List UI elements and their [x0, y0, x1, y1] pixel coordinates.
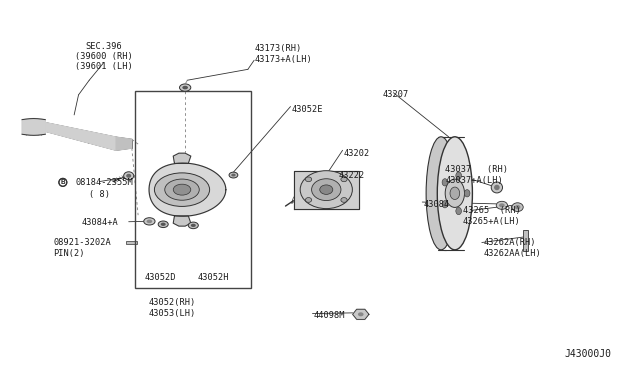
Bar	[524, 231, 528, 251]
Polygon shape	[116, 137, 132, 150]
Text: 44098M: 44098M	[314, 311, 345, 320]
Ellipse shape	[173, 184, 191, 195]
Polygon shape	[45, 122, 116, 150]
Text: B: B	[60, 179, 65, 185]
Text: B: B	[61, 179, 65, 185]
Text: 43222: 43222	[339, 171, 365, 180]
Text: ( 8): ( 8)	[88, 189, 109, 199]
Text: 43052E: 43052E	[292, 105, 323, 114]
Text: 43052H: 43052H	[198, 273, 229, 282]
Ellipse shape	[126, 174, 131, 178]
Ellipse shape	[512, 203, 524, 212]
Ellipse shape	[494, 185, 500, 190]
Ellipse shape	[229, 172, 238, 178]
Polygon shape	[22, 119, 45, 135]
Ellipse shape	[188, 222, 198, 229]
Text: 43084+A: 43084+A	[82, 218, 118, 227]
Text: 08184-2355M: 08184-2355M	[76, 178, 133, 187]
Ellipse shape	[515, 205, 520, 209]
Ellipse shape	[341, 198, 347, 202]
Text: 43202: 43202	[344, 149, 370, 158]
Bar	[135, 91, 251, 288]
Text: 43207: 43207	[383, 90, 409, 99]
Polygon shape	[353, 309, 369, 320]
Ellipse shape	[464, 190, 470, 197]
Text: 43265  (RH)
43265+A(LH): 43265 (RH) 43265+A(LH)	[463, 206, 521, 225]
Text: 43037   (RH)
43037+A(LH): 43037 (RH) 43037+A(LH)	[445, 166, 508, 185]
Ellipse shape	[154, 173, 210, 206]
Ellipse shape	[182, 86, 188, 89]
Ellipse shape	[320, 185, 333, 195]
Text: J43000J0: J43000J0	[564, 349, 612, 359]
Text: 43262A(RH)
43262AA(LH): 43262A(RH) 43262AA(LH)	[483, 238, 541, 258]
Ellipse shape	[492, 182, 502, 193]
Ellipse shape	[144, 218, 155, 225]
Ellipse shape	[305, 198, 312, 202]
Ellipse shape	[305, 177, 312, 182]
Text: 08921-3202A
PIN(2): 08921-3202A PIN(2)	[54, 238, 111, 258]
Ellipse shape	[499, 203, 505, 207]
Ellipse shape	[158, 221, 168, 228]
Text: 43084: 43084	[424, 200, 450, 209]
Ellipse shape	[445, 179, 465, 208]
Ellipse shape	[456, 172, 461, 179]
Ellipse shape	[179, 84, 191, 91]
Text: SEC.396
(39600 (RH)
(39601 (LH): SEC.396 (39600 (RH) (39601 (LH)	[75, 42, 132, 71]
Ellipse shape	[300, 171, 353, 209]
Ellipse shape	[496, 201, 508, 209]
Ellipse shape	[456, 207, 461, 215]
Polygon shape	[173, 153, 191, 163]
Polygon shape	[149, 163, 226, 216]
Ellipse shape	[161, 222, 166, 226]
Polygon shape	[294, 171, 359, 209]
Ellipse shape	[437, 137, 472, 250]
Ellipse shape	[312, 179, 341, 201]
Text: 43052(RH)
43053(LH): 43052(RH) 43053(LH)	[149, 298, 196, 318]
Ellipse shape	[341, 177, 347, 182]
Ellipse shape	[442, 179, 448, 186]
Ellipse shape	[450, 187, 460, 199]
Ellipse shape	[426, 137, 456, 250]
Ellipse shape	[442, 201, 448, 208]
Text: 43173(RH)
43173+A(LH): 43173(RH) 43173+A(LH)	[254, 44, 312, 64]
Text: 43052D: 43052D	[145, 273, 176, 282]
Ellipse shape	[231, 174, 236, 177]
Ellipse shape	[124, 172, 134, 180]
Polygon shape	[173, 216, 191, 226]
Ellipse shape	[164, 179, 199, 200]
Ellipse shape	[191, 224, 196, 227]
Ellipse shape	[147, 219, 152, 223]
Bar	[125, 241, 137, 244]
Ellipse shape	[358, 312, 364, 316]
